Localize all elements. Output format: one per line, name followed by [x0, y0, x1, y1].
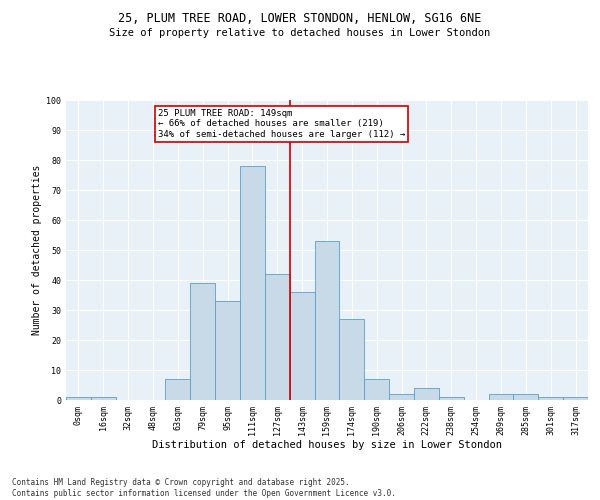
Text: 25, PLUM TREE ROAD, LOWER STONDON, HENLOW, SG16 6NE: 25, PLUM TREE ROAD, LOWER STONDON, HENLO… — [118, 12, 482, 26]
Bar — [563, 397, 588, 400]
Text: Contains HM Land Registry data © Crown copyright and database right 2025.
Contai: Contains HM Land Registry data © Crown c… — [12, 478, 396, 498]
Bar — [414, 388, 439, 400]
Bar — [290, 292, 314, 400]
Bar — [340, 319, 364, 400]
Bar — [538, 397, 563, 400]
Bar — [439, 397, 464, 400]
Bar — [190, 283, 215, 400]
Bar — [215, 301, 240, 400]
Bar — [389, 394, 414, 400]
X-axis label: Distribution of detached houses by size in Lower Stondon: Distribution of detached houses by size … — [152, 440, 502, 450]
Bar — [91, 397, 116, 400]
Text: Size of property relative to detached houses in Lower Stondon: Size of property relative to detached ho… — [109, 28, 491, 38]
Y-axis label: Number of detached properties: Number of detached properties — [32, 165, 42, 335]
Bar — [240, 166, 265, 400]
Bar — [166, 379, 190, 400]
Bar — [488, 394, 514, 400]
Bar — [66, 397, 91, 400]
Text: 25 PLUM TREE ROAD: 149sqm
← 66% of detached houses are smaller (219)
34% of semi: 25 PLUM TREE ROAD: 149sqm ← 66% of detac… — [158, 109, 405, 139]
Bar — [265, 274, 290, 400]
Bar — [514, 394, 538, 400]
Bar — [364, 379, 389, 400]
Bar — [314, 241, 340, 400]
